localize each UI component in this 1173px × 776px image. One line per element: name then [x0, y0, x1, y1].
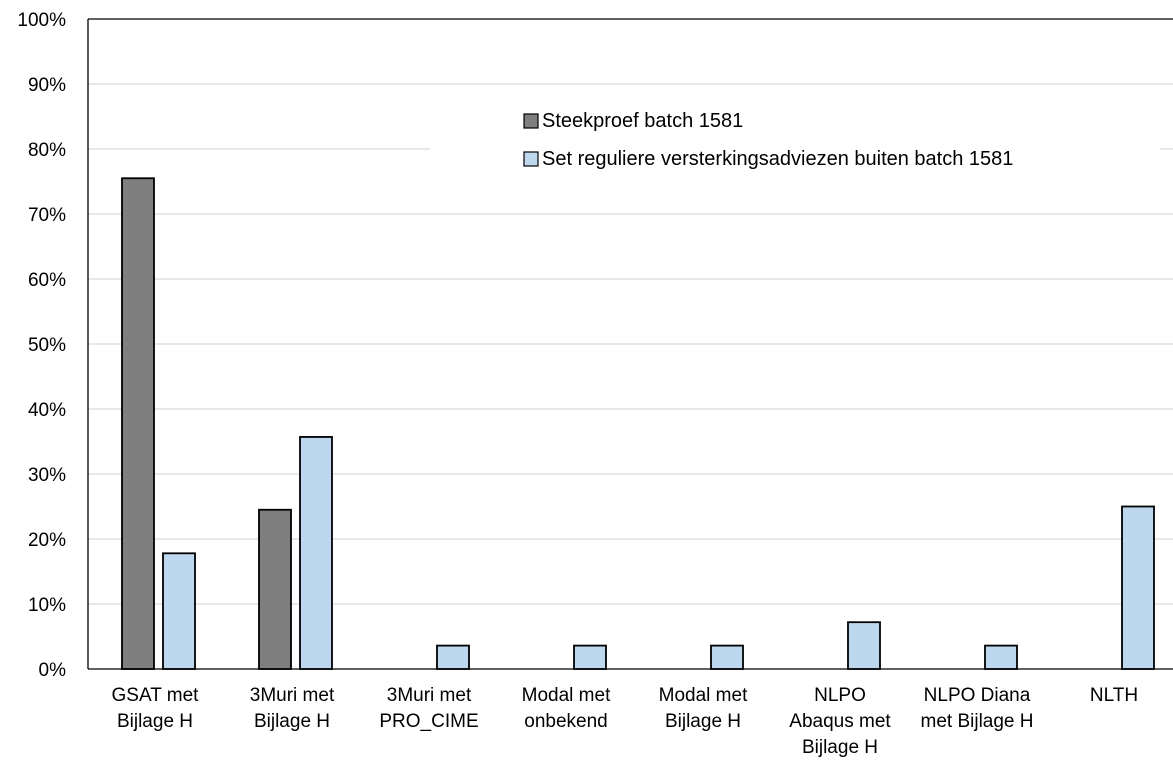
- bar-set-regulier-2: [436, 644, 470, 670]
- x-category-label: 3Muri met Bijlage H: [250, 685, 335, 732]
- y-tick-label: 20%: [28, 530, 66, 551]
- legend-label-steekproef: Steekproef batch 1581: [542, 110, 743, 132]
- bar-steekproef-1: [258, 508, 292, 670]
- legend-swatch-set-regulier: [523, 151, 539, 167]
- bar-set-regulier-4: [710, 644, 744, 670]
- legend-label-set-regulier: Set reguliere versterkingsadviezen buite…: [542, 148, 1013, 170]
- bar-set-regulier-6: [984, 644, 1018, 670]
- y-tick-label: 70%: [28, 205, 66, 226]
- y-tick-label: 100%: [17, 10, 66, 31]
- bar-set-regulier-3: [573, 644, 607, 670]
- bar-steekproef-0: [121, 177, 155, 670]
- x-category-label: NLPO Abaqus met Bijlage H: [789, 685, 891, 758]
- x-category-label: NLPO Diana met Bijlage H: [921, 685, 1034, 732]
- bar-set-regulier-7: [1121, 505, 1155, 670]
- x-category-label: Modal met Bijlage H: [659, 685, 748, 732]
- x-category-labels: GSAT met Bijlage H 3Muri met Bijlage H 3Muri…: [112, 685, 1139, 758]
- x-category-label: NLTH: [1090, 685, 1138, 706]
- y-tick-label: 80%: [28, 140, 66, 161]
- x-category-label: 3Muri met PRO_CIME: [379, 685, 478, 732]
- y-tick-label: 90%: [28, 75, 66, 96]
- bars: [121, 177, 1155, 670]
- y-tick-label: 30%: [28, 465, 66, 486]
- y-tick-label: 50%: [28, 335, 66, 356]
- legend-background: [430, 102, 1160, 187]
- legend-swatch-steekproef: [523, 113, 539, 129]
- x-category-label: GSAT met Bijlage H: [112, 685, 200, 732]
- bar-set-regulier-5: [847, 621, 881, 670]
- legend: Steekproef batch 1581 Set reguliere vers…: [430, 102, 1160, 187]
- y-tick-label: 10%: [28, 595, 66, 616]
- bar-set-regulier-1: [299, 436, 333, 670]
- y-tick-label: 40%: [28, 400, 66, 421]
- bar-set-regulier-0: [162, 552, 196, 670]
- y-tick-labels: 0% 10% 20% 30% 40% 50% 60% 70% 80% 90% 100%: [17, 10, 66, 681]
- y-tick-label: 0%: [39, 660, 67, 681]
- y-tick-label: 60%: [28, 270, 66, 291]
- x-category-label: Modal met onbekend: [522, 685, 611, 732]
